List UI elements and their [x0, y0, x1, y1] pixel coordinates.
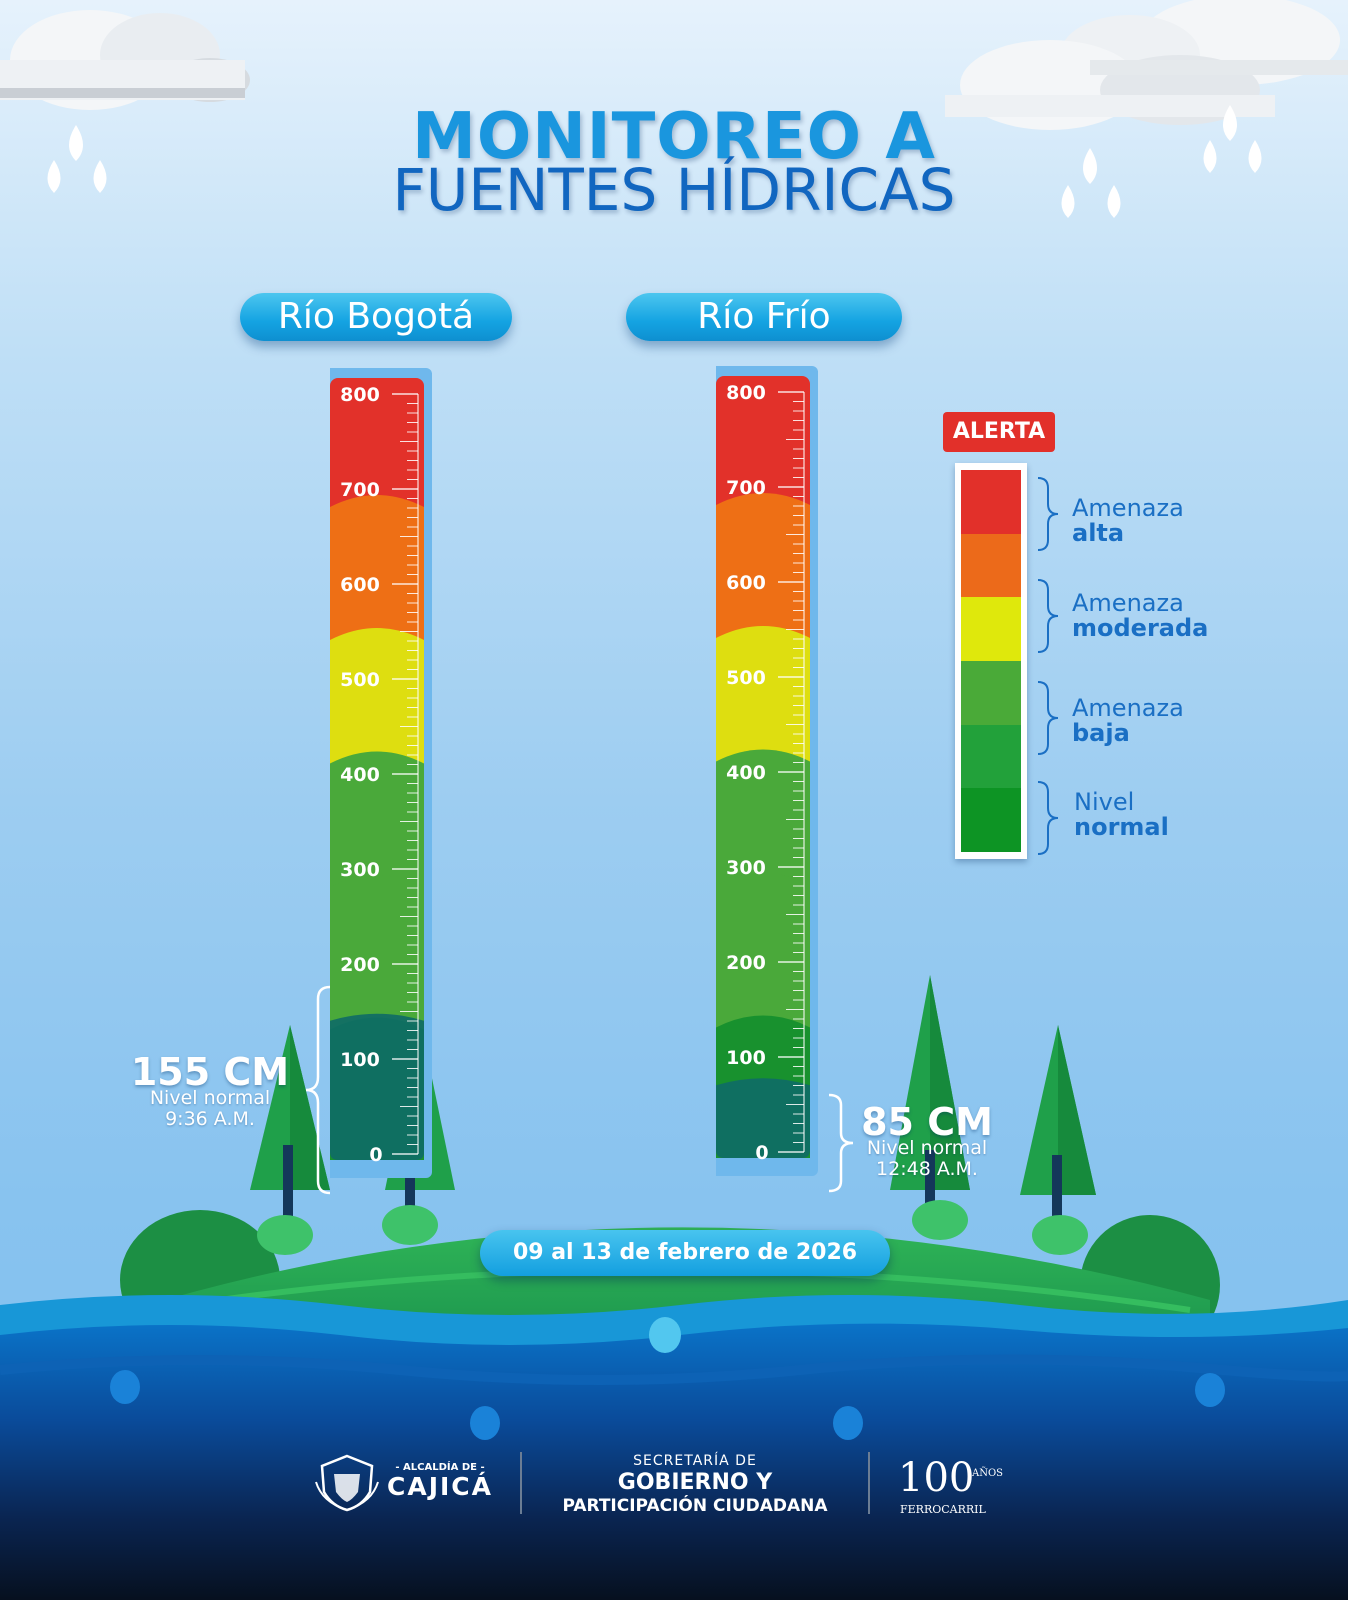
gauge-tick-label: 200: [340, 954, 380, 976]
reading-time-frio: 12:48 A.M.: [876, 1158, 978, 1180]
gauge-tick-label: 300: [726, 857, 766, 879]
title-line-1: MONITOREO A: [412, 100, 936, 174]
reading-brace-bogota: [305, 985, 331, 1195]
landscape-decoration: [0, 1200, 1348, 1600]
gauge-frio: 800 700 600 500 400 300 200 100 0: [716, 366, 818, 1176]
reading-status-frio: Nivel normal: [866, 1137, 988, 1159]
gauge-tick-label: 700: [726, 477, 766, 499]
rain-drops-left-icon: [47, 125, 107, 193]
legend-braces: [1037, 477, 1059, 855]
legend-item-normal: Nivel normal: [1074, 788, 1169, 841]
gauge-tick-label: 600: [340, 574, 380, 596]
legend-swatch-orange: [961, 533, 1021, 598]
footer-alcaldia-name: CAJICÁ: [387, 1472, 493, 1501]
rain-drops-right-icon: [1061, 105, 1262, 218]
gauge-tick-label: 500: [340, 669, 380, 691]
reading-brace-frio: [828, 1093, 854, 1193]
gauge-tick-label: 200: [726, 952, 766, 974]
gauge-tick-label: 0: [755, 1142, 768, 1164]
gauge-tick-label: 0: [369, 1144, 382, 1166]
gauge-tick-label: 100: [726, 1047, 766, 1069]
legend-color-bar: [955, 463, 1027, 859]
legend-item-alta: Amenaza alta: [1072, 494, 1184, 547]
legend-item-baja: Amenaza baja: [1072, 694, 1184, 747]
footer-anniversary-number: 100: [898, 1455, 975, 1501]
footer-secretaria-line2: PARTICIPACIÓN CIUDADANA: [562, 1496, 828, 1516]
gauge-tick-label: 400: [726, 762, 766, 784]
clouds-decoration: [0, 0, 1348, 218]
legend-swatch-green: [961, 661, 1021, 725]
reading-value-frio: 85 CM: [861, 1100, 993, 1144]
gauge-tick-label: 500: [726, 667, 766, 689]
gauge-water-level: [716, 1078, 810, 1158]
footer-divider-2: [868, 1452, 870, 1514]
reading-time-bogota: 9:36 A.M.: [165, 1108, 255, 1130]
footer-secretaria-line1: GOBIERNO Y: [617, 1470, 773, 1495]
footer-divider-1: [520, 1452, 522, 1514]
water-drops-icon: [110, 1317, 1225, 1440]
river-label-bogota: Río Bogotá: [240, 293, 512, 341]
gauge-tick-label: 300: [340, 859, 380, 881]
cajica-shield-icon: [315, 1454, 379, 1512]
legend-item-moderada: Amenaza moderada: [1072, 589, 1209, 642]
reading-value-bogota: 155 CM: [130, 1050, 290, 1094]
footer-anniversary-name: FERROCARRIL: [900, 1503, 986, 1516]
legend-alert-badge: ALERTA: [943, 412, 1055, 452]
gauge-tick-label: 600: [726, 572, 766, 594]
legend-swatch-red: [961, 470, 1021, 534]
cloud-right-icon: [945, 0, 1348, 130]
legend-swatch-yellow: [961, 597, 1021, 662]
gauge-tick-label: 700: [340, 479, 380, 501]
gauge-bogota: 800 700 600 500 400 300 200 100 0: [330, 368, 432, 1178]
footer-anniversary-small: AÑOS: [972, 1468, 1004, 1479]
footer-secretaria-small: SECRETARÍA DE: [633, 1453, 757, 1469]
gauge-tick-label: 800: [340, 384, 380, 406]
tree-right-icon: [890, 975, 1096, 1230]
legend-swatch-green-2: [961, 724, 1021, 789]
gauge-water-level: [330, 1013, 424, 1160]
gauge-tick-label: 400: [340, 764, 380, 786]
reading-status-bogota: Nivel normal: [149, 1087, 271, 1109]
footer-alcaldia-small: - ALCALDÍA DE -: [395, 1462, 485, 1473]
date-range-badge: 09 al 13 de febrero de 2026: [480, 1230, 890, 1276]
cloud-left-icon: [0, 10, 250, 110]
legend-swatch-dark-green: [961, 788, 1021, 853]
river-label-frio: Río Frío: [626, 293, 902, 341]
water-waves-icon: [0, 1295, 1348, 1600]
title-line-2: FUENTES HÍDRICAS: [392, 156, 956, 224]
gauge-tick-label: 800: [726, 382, 766, 404]
gauge-tick-label: 100: [340, 1049, 380, 1071]
